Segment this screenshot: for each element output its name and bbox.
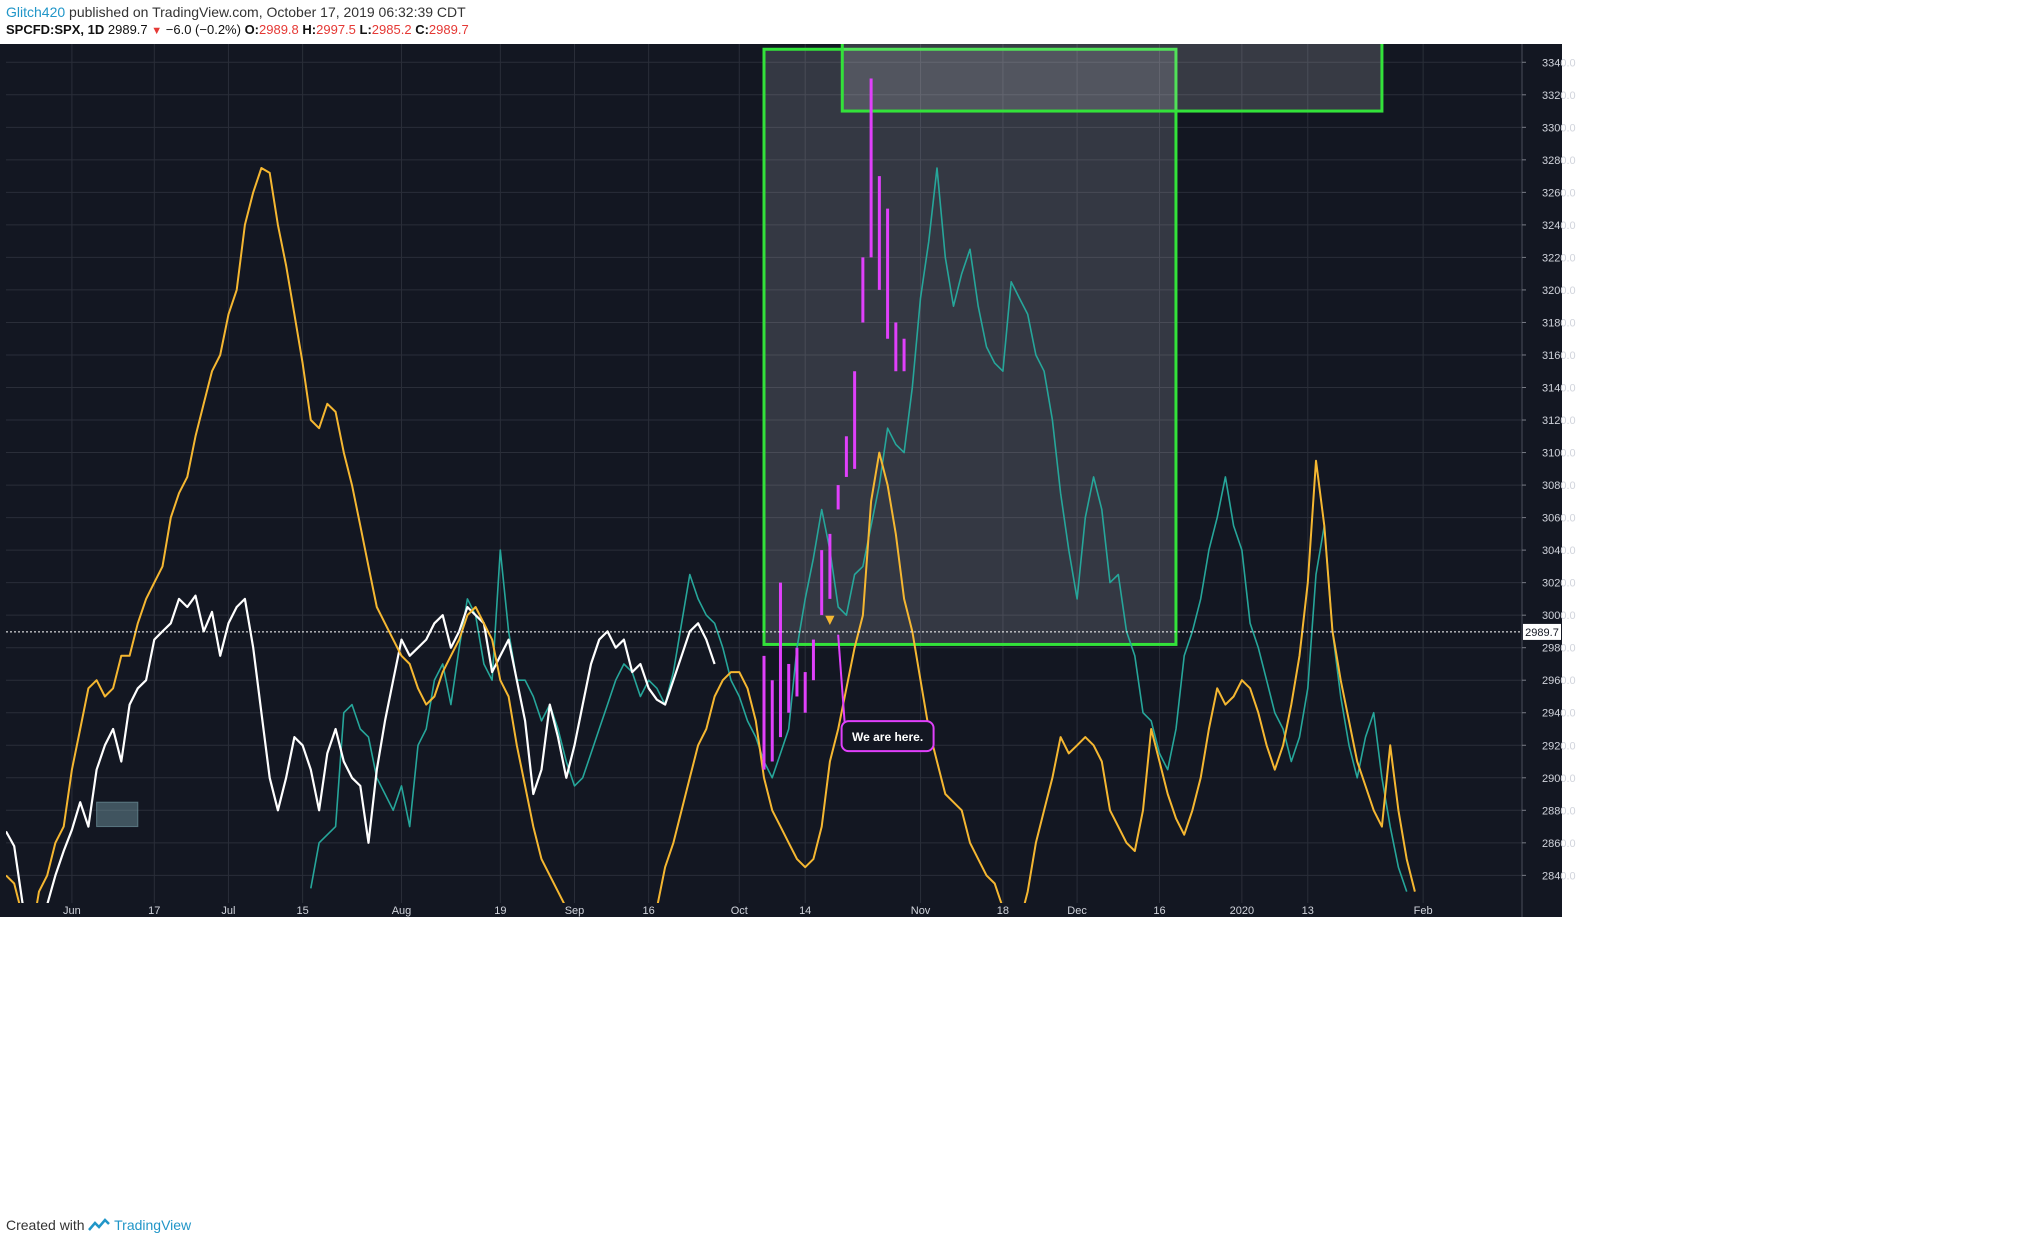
zone-small-box [96, 801, 139, 828]
price-tick-label: 3240.0 [1542, 220, 1576, 232]
price-tick-label: 2980.0 [1542, 643, 1576, 655]
time-tick-label: Aug [392, 905, 412, 917]
price-change: −6.0 (−0.2%) [165, 22, 241, 37]
low-label: L: [359, 22, 372, 37]
time-tick-label: 18 [997, 905, 1009, 917]
down-marker-icon: ▼ [825, 612, 835, 626]
price-tick-label: 3140.0 [1542, 383, 1576, 395]
time-tick-label: Jul [221, 905, 235, 917]
current-price-tag-label: 2989.7 [1525, 627, 1559, 639]
time-tick-label: Oct [731, 905, 748, 917]
time-tick-label: 14 [799, 905, 811, 917]
low-value: 2985.2 [371, 22, 412, 37]
price-tick-label: 3060.0 [1542, 513, 1576, 525]
close-label: C: [415, 22, 429, 37]
price-tick-label: 3200.0 [1542, 285, 1576, 297]
annotation-arrow-line [837, 634, 847, 736]
high-value: 2997.5 [316, 22, 356, 37]
publish-info: Glitch420 published on TradingView.com, … [6, 4, 466, 20]
price-tick-label: 3260.0 [1542, 187, 1576, 199]
price-tick-label: 2920.0 [1542, 740, 1576, 752]
time-tick-label: Jun [63, 905, 81, 917]
series-line-teal-projection [310, 167, 1408, 892]
right-margin [1562, 44, 2043, 917]
time-tick-label: 15 [296, 905, 308, 917]
annotation-text: We are here. [852, 730, 923, 744]
price-chart[interactable]: ▼ We are here. 2840.0 2860.0 2880.0 2900.0 292… [0, 44, 2043, 1217]
time-tick-label: Sep [565, 905, 585, 917]
time-axis-background [0, 903, 1562, 917]
tradingview-brand-link[interactable]: TradingView [114, 1217, 192, 1233]
price-tick-label: 3300.0 [1542, 122, 1576, 134]
annotation-box [840, 720, 935, 753]
tradingview-logo-icon [88, 1218, 111, 1231]
chart-header: Glitch420 published on TradingView.com, … [0, 0, 2043, 44]
time-tick-label: 16 [643, 905, 655, 917]
price-tick-label: 3340.0 [1542, 57, 1576, 69]
time-tick-label: 19 [494, 905, 506, 917]
open-label: O: [244, 22, 260, 37]
price-tick-label: 3320.0 [1542, 90, 1576, 102]
last-price: 2989.7 [107, 22, 148, 37]
price-tick-label: 3180.0 [1542, 317, 1576, 329]
price-tick-label: 2860.0 [1542, 838, 1576, 850]
price-tick-label: 2880.0 [1542, 805, 1576, 817]
price-tick-label: 3120.0 [1542, 415, 1576, 427]
price-tick-label: 3000.0 [1542, 610, 1576, 622]
price-tick-label: 3160.0 [1542, 350, 1576, 362]
close-value: 2989.7 [428, 22, 469, 37]
time-tick-label: Feb [1414, 905, 1433, 917]
symbol-info: SPCFD:SPX, 1D 2989.7 ▼ −6.0 (−0.2%) O:29… [6, 22, 469, 37]
created-with-label: Created with [6, 1217, 85, 1233]
down-arrow-icon: ▼ [151, 25, 163, 37]
open-value: 2989.8 [259, 22, 299, 37]
current-price-tag [1523, 623, 1561, 640]
published-text: published on TradingView.com, October 17… [69, 4, 466, 20]
high-label: H: [302, 22, 317, 37]
price-tick-label: 2960.0 [1542, 675, 1576, 687]
footer: Created with TradingView [6, 1217, 191, 1233]
chart-background [0, 44, 1562, 917]
price-tick-label: 3040.0 [1542, 545, 1576, 557]
price-tick-label: 3100.0 [1542, 448, 1576, 460]
price-tick-label: 2900.0 [1542, 773, 1576, 785]
time-tick-label: Nov [911, 905, 931, 917]
time-tick-label: 2020 [1230, 905, 1254, 917]
price-tick-label: 2840.0 [1542, 870, 1576, 882]
time-tick-label: 13 [1302, 905, 1314, 917]
time-tick-label: Dec [1067, 905, 1087, 917]
zone-upper-box [840, 44, 1384, 113]
price-tick-label: 3280.0 [1542, 155, 1576, 167]
zone-green-box [762, 47, 1178, 646]
time-tick-label: 17 [148, 905, 160, 917]
series-line-white-history [6, 594, 716, 903]
series-line-orange-cycle [6, 167, 1416, 903]
price-tick-label: 3020.0 [1542, 578, 1576, 590]
price-tick-label: 3220.0 [1542, 252, 1576, 264]
price-tick-label: 3080.0 [1542, 480, 1576, 492]
price-tick-label: 2940.0 [1542, 708, 1576, 720]
time-tick-label: 16 [1153, 905, 1165, 917]
author-link[interactable]: Glitch420 [6, 4, 66, 20]
symbol-label: SPCFD:SPX, 1D [6, 22, 105, 37]
plot-area: ▼ [6, 44, 1416, 903]
